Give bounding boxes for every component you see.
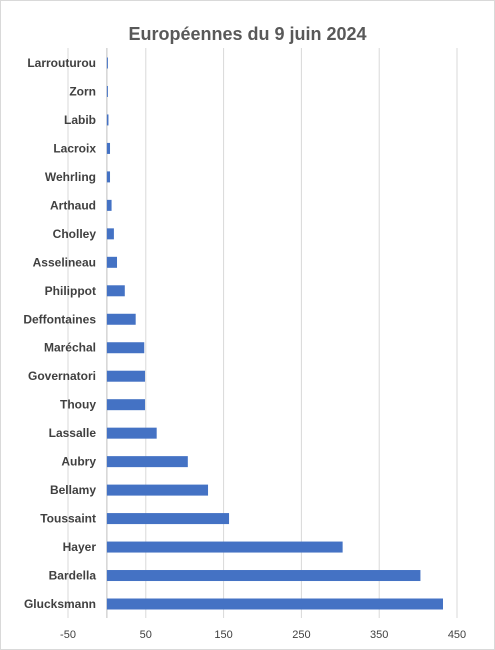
bar (106, 57, 108, 69)
bar (106, 513, 230, 525)
category-label: Lassalle (49, 426, 97, 440)
x-tick-label: 450 (448, 629, 466, 641)
x-tick-label: 150 (214, 629, 232, 641)
category-label: Thouy (60, 398, 96, 412)
bar (106, 399, 146, 411)
bar (106, 114, 109, 126)
category-label: Larrouturou (27, 56, 96, 70)
category-label: Aubry (61, 455, 96, 469)
category-label: Zorn (69, 84, 96, 98)
category-label: Philippot (45, 284, 96, 298)
category-label: Maréchal (44, 341, 96, 355)
bar (106, 598, 443, 610)
bar (106, 228, 114, 240)
bar (106, 342, 145, 354)
category-label: Bellamy (50, 483, 96, 497)
category-label: Bardella (49, 569, 97, 583)
category-label: Labib (64, 113, 96, 127)
bar (106, 171, 111, 183)
bar (106, 456, 188, 468)
bar (106, 142, 111, 154)
x-tick-label: 50 (140, 629, 152, 641)
x-tick-label: 250 (292, 629, 310, 641)
category-label: Toussaint (40, 512, 96, 526)
category-label: Arthaud (50, 198, 96, 212)
x-tick-label: -50 (60, 629, 76, 641)
chart-title: Européennes du 9 juin 2024 (128, 24, 367, 44)
category-label: Wehrling (45, 170, 96, 184)
category-label: Deffontaines (23, 312, 96, 326)
category-label: Cholley (53, 227, 97, 241)
category-label: Asselineau (33, 255, 96, 269)
bar (106, 199, 112, 211)
bar (106, 484, 209, 496)
bar (106, 85, 108, 97)
bar (106, 256, 118, 268)
bar (106, 570, 421, 582)
bar (106, 313, 136, 325)
bar (106, 370, 146, 382)
category-label: Lacroix (53, 141, 96, 155)
x-tick-label: 350 (370, 629, 388, 641)
bar (106, 541, 343, 553)
bar (106, 427, 157, 439)
category-label: Governatori (28, 369, 96, 383)
bar (106, 285, 125, 297)
category-label: Hayer (63, 540, 97, 554)
category-label: Glucksmann (24, 597, 96, 611)
